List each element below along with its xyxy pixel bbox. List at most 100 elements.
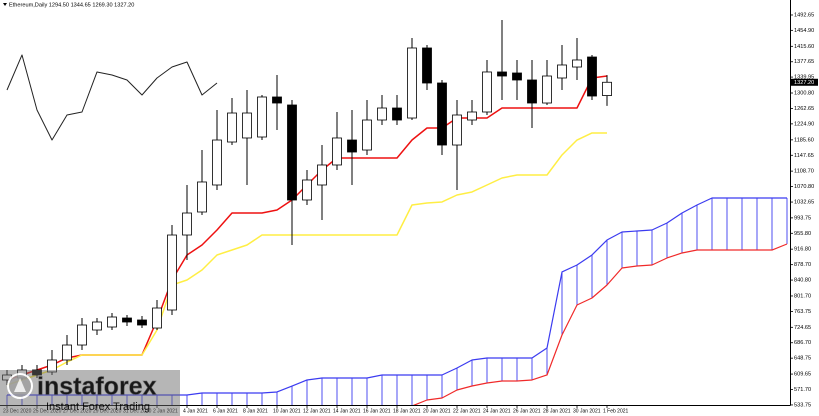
x-tick-label: 26 Jan 2021 [513, 408, 541, 414]
x-tick-label: 14 Jan 2021 [333, 408, 361, 414]
y-tick-label: 686.70 [794, 340, 811, 346]
candle-body [512, 72, 522, 81]
x-tick-label: 2 Jan 2021 [153, 408, 178, 414]
x-tick-label: 20 Jan 2021 [423, 408, 451, 414]
candle-body [467, 111, 477, 121]
plot-area [2, 20, 788, 405]
candle-body [302, 179, 312, 201]
y-tick-label: 571.70 [794, 387, 811, 393]
y-tick-label: 1454.90 [794, 28, 814, 34]
y-tick-label: 1262.65 [794, 106, 814, 112]
candle-body [332, 137, 342, 166]
y-tick-label: 609.65 [794, 372, 811, 378]
candle-body [167, 234, 177, 311]
x-tick-label: 4 Jan 2021 [183, 408, 208, 414]
candle-body [287, 104, 297, 201]
candle-body [212, 139, 222, 186]
watermark-tagline: Instant Forex Trading [46, 401, 150, 413]
price-tag-label: 1327.20 [794, 80, 814, 86]
y-tick-label: 1492.65 [794, 12, 814, 18]
candle-body [62, 344, 72, 361]
y-tick-label: 1377.65 [794, 59, 814, 65]
x-tick-label: 6 Jan 2021 [213, 408, 238, 414]
candle-body [572, 59, 582, 68]
x-tick-label: 28 Jan 2021 [543, 408, 571, 414]
candle-body [362, 119, 372, 151]
candle-body [587, 56, 597, 97]
watermark: instaforex Instant Forex Trading [0, 370, 180, 416]
indicator-line [6, 54, 218, 141]
x-tick-label: 24 Jan 2021 [483, 408, 511, 414]
candle-body [482, 71, 492, 113]
y-tick-label: 763.75 [794, 309, 811, 315]
x-tick-label: 22 Jan 2021 [453, 408, 481, 414]
axes: 1492.65 1454.90 1415.60 1377.65 1339.95 1300.… [3, 12, 818, 414]
chart-title: Ethereum,Daily 1294.50 1344.65 1269.30 1… [9, 2, 134, 8]
x-tick-label: 10 Jan 2021 [273, 408, 301, 414]
candle-body [122, 317, 132, 323]
watermark-logo-mark [14, 378, 26, 392]
x-tick-label: 31 Dec 2020 [123, 408, 152, 414]
x-tick-label: 16 Jan 2021 [363, 408, 391, 414]
y-tick-label: 801.70 [794, 293, 811, 299]
candle-body [92, 321, 102, 331]
candle-body [347, 139, 357, 153]
cloud-lower-line [412, 243, 788, 405]
x-tick-label: 29 Dec 2020 [93, 408, 122, 414]
symbol-menu-arrow[interactable] [3, 3, 7, 6]
candle-body [242, 112, 252, 139]
indicator-line [6, 132, 607, 386]
candle-body [32, 369, 42, 376]
candle-body [107, 316, 117, 328]
candle-body [182, 212, 192, 236]
x-tick-label: 25 Dec 2020 [33, 408, 62, 414]
y-tick-label: 955.80 [794, 231, 811, 237]
x-tick-label: 27 Dec 2020 [63, 408, 92, 414]
candle-body [407, 47, 417, 119]
candle-body [77, 324, 87, 346]
price-tag [791, 78, 818, 86]
y-tick-label: 1185.60 [794, 137, 814, 143]
y-tick-label: 1147.65 [794, 153, 814, 159]
y-tick-label: 1070.80 [794, 184, 814, 190]
candle-body [497, 71, 507, 77]
y-tick-label: 533.75 [794, 402, 811, 408]
candle-body [392, 107, 402, 121]
candle-body [557, 64, 567, 79]
x-tick-label: 18 Jan 2021 [393, 408, 421, 414]
y-tick-label: 724.65 [794, 325, 811, 331]
x-tick-label: 8 Jan 2021 [243, 408, 268, 414]
candle-body [137, 319, 147, 326]
y-tick-label: 1300.80 [794, 90, 814, 96]
y-tick-label: 1339.95 [794, 75, 814, 81]
y-tick-label: 840.80 [794, 278, 811, 284]
y-tick-label: 1415.60 [794, 44, 814, 50]
candle-body [317, 164, 327, 186]
x-tick-label: 23 Dec 2020 [3, 408, 32, 414]
candle-body [422, 47, 432, 84]
y-tick-label: 916.80 [794, 247, 811, 253]
candle-body [437, 82, 447, 146]
candle-body [257, 96, 267, 138]
candle-body [47, 359, 57, 373]
y-tick-label: 1032.65 [794, 200, 814, 206]
cloud-upper-line [7, 197, 787, 396]
x-tick-label: 1 Feb 2021 [603, 408, 629, 414]
candle-body [272, 96, 282, 104]
y-tick-label: 878.70 [794, 262, 811, 268]
candle-body [602, 81, 612, 96]
y-tick-label: 1108.70 [794, 169, 814, 175]
candle-body [542, 75, 552, 104]
candle-body [452, 114, 462, 146]
candle-body [377, 107, 387, 121]
x-tick-label: 30 Jan 2021 [573, 408, 601, 414]
candle-body [527, 79, 537, 104]
candle-body [227, 112, 237, 143]
candle-body [197, 181, 207, 213]
candle-body [152, 307, 162, 329]
watermark-brand: instaforex [37, 373, 157, 401]
y-tick-label: 1224.90 [794, 121, 814, 127]
x-tick-label: 12 Jan 2021 [303, 408, 331, 414]
